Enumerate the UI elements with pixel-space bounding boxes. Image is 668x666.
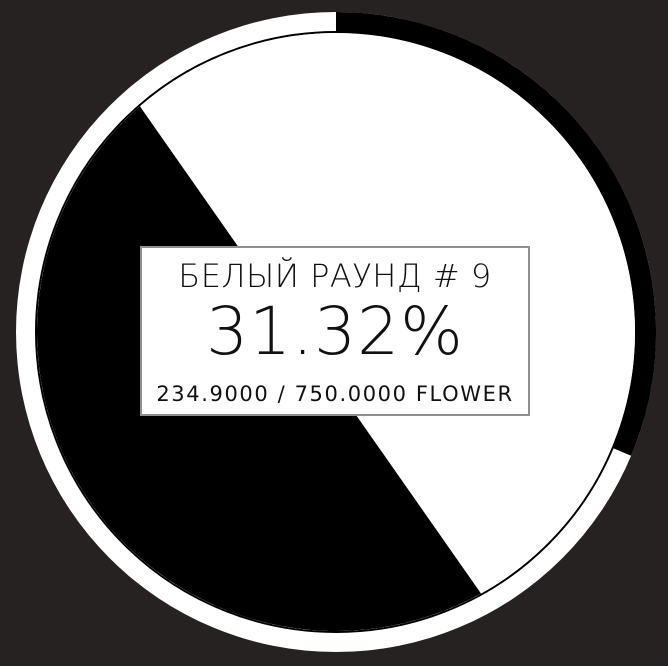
progress-arc [335, 12, 656, 456]
round-info-box: БЕЛЫЙ РАУНД # 9 31.32% 234.9000 / 750.00… [140, 246, 530, 416]
progress-percent: 31.32% [206, 293, 464, 370]
outer-ring-divider [35, 31, 637, 633]
round-title: БЕЛЫЙ РАУНД # 9 [178, 257, 492, 295]
pot-amounts: 234.9000 / 750.0000 FLOWER [156, 382, 514, 406]
